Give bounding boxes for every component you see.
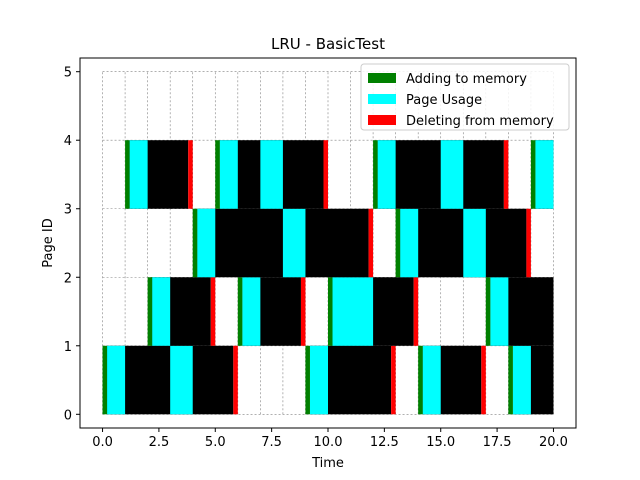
x-tick-label: 2.5 xyxy=(149,435,170,450)
delete-bar xyxy=(391,345,396,415)
add-bar xyxy=(237,277,243,346)
x-tick-label: 0.0 xyxy=(92,435,113,450)
x-tick-label: 12.5 xyxy=(370,435,399,450)
x-tick-label: 5.0 xyxy=(205,435,226,450)
add-bar xyxy=(395,208,401,278)
add-bar xyxy=(530,140,536,209)
y-tick-label: 1 xyxy=(64,340,72,355)
add-bar xyxy=(373,140,378,209)
y-tick-label: 3 xyxy=(64,203,72,218)
legend: Adding to memory Page Usage Deleting from … xyxy=(360,63,570,131)
y-tick-label: 0 xyxy=(64,408,72,423)
usage-bar xyxy=(219,140,238,209)
y-tick-label: 2 xyxy=(64,271,72,286)
legend-swatch xyxy=(368,94,396,104)
delete-bar xyxy=(188,140,193,209)
legend-label: Page Usage xyxy=(406,93,482,108)
x-axis-ticks: 0.0 2.5 5.0 7.5 10.0 12.5 15.0 17.5 20.0 xyxy=(92,428,568,450)
delete-bar xyxy=(233,345,238,415)
delete-bar xyxy=(368,208,374,278)
usage-bar xyxy=(170,345,193,415)
x-axis-label: Time xyxy=(311,456,344,471)
add-bar xyxy=(125,140,130,209)
resident-bar xyxy=(107,345,234,415)
add-bar xyxy=(328,277,333,346)
usage-bar xyxy=(260,140,283,209)
delete-bar xyxy=(323,140,328,209)
usage-bar xyxy=(332,277,374,346)
add-bar xyxy=(418,345,423,415)
legend-label: Adding to memory xyxy=(406,72,527,87)
usage-bar xyxy=(197,208,216,278)
delete-bar xyxy=(481,345,486,415)
legend-label: Deleting from memory xyxy=(406,114,554,129)
delete-bar xyxy=(413,277,419,346)
add-bar xyxy=(215,140,220,209)
add-bar xyxy=(102,345,108,415)
usage-bar xyxy=(422,345,441,415)
x-tick-label: 20.0 xyxy=(539,435,568,450)
legend-swatch xyxy=(368,115,396,125)
x-tick-label: 17.5 xyxy=(483,435,512,450)
add-bar xyxy=(305,345,310,415)
usage-bar xyxy=(242,277,261,346)
x-tick-label: 7.5 xyxy=(261,435,282,450)
usage-bar xyxy=(107,345,126,415)
y-axis-ticks: 0 1 2 3 4 5 xyxy=(64,66,80,423)
usage-bar xyxy=(152,277,171,346)
y-tick-label: 5 xyxy=(64,66,72,81)
usage-bar xyxy=(490,277,509,346)
add-bar xyxy=(485,277,491,346)
usage-bar xyxy=(535,140,554,209)
delete-bar xyxy=(503,140,509,209)
usage-bar xyxy=(129,140,148,209)
legend-box xyxy=(360,63,570,131)
usage-bar xyxy=(282,208,306,278)
add-bar xyxy=(192,208,198,278)
y-axis-label: Page ID xyxy=(41,218,56,267)
legend-swatch xyxy=(368,73,396,83)
usage-bar xyxy=(377,140,396,209)
x-tick-label: 15.0 xyxy=(426,435,455,450)
usage-bar xyxy=(309,345,328,415)
usage-bar xyxy=(440,140,464,209)
y-tick-label: 4 xyxy=(64,134,72,149)
add-bar xyxy=(147,277,153,346)
delete-bar xyxy=(300,277,306,346)
usage-bar xyxy=(463,208,486,278)
delete-bar xyxy=(526,208,531,278)
chart-title: LRU - BasicTest xyxy=(271,35,385,53)
bars-layer xyxy=(102,140,554,415)
add-bar xyxy=(508,345,513,415)
usage-bar xyxy=(400,208,419,278)
delete-bar xyxy=(210,277,216,346)
x-tick-label: 10.0 xyxy=(314,435,343,450)
usage-bar xyxy=(512,345,531,415)
